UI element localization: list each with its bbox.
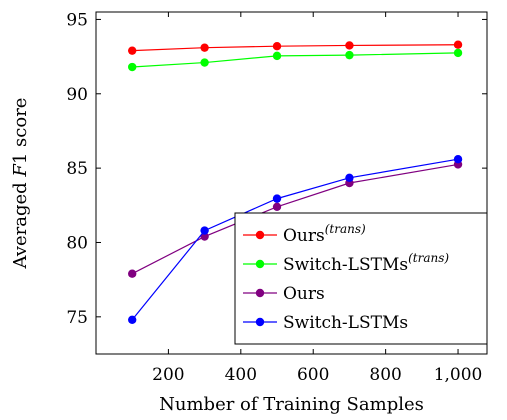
legend-swatch-marker [255,230,265,240]
x-tick-label: 400 [225,365,257,385]
legend-entry: Switch-LSTMs [243,313,408,333]
legend-label-superscript: (trans) [325,222,366,236]
x-axis-label: Number of Training Samples [159,394,424,415]
legend-swatch-marker [255,317,265,327]
series-3 [128,155,463,324]
legend-label: Ours [283,284,325,304]
legend-label: Switch-LSTMs(trans) [283,251,449,275]
y-axis-label: Averaged F1 score [10,98,31,270]
data-point [272,51,282,61]
data-point [272,202,282,211]
x-tick-label: 200 [152,365,184,385]
y-axis-label-prefix: Averaged [10,177,31,270]
data-point [128,46,137,55]
x-tick-label: 800 [369,365,401,385]
legend-label-name: Switch-LSTMs [283,255,408,275]
data-point [453,40,463,49]
legend-label: Switch-LSTMs [283,313,408,333]
data-point [453,48,463,58]
y-axis-label-var: F [10,163,31,178]
series-line [132,44,459,52]
legend: Ours(trans)Switch-LSTMs(trans)OursSwitch… [234,212,488,345]
data-point [200,226,209,235]
series-2 [128,160,463,278]
axes-frame [95,11,488,355]
legend-entry: Ours [243,284,325,304]
data-point [128,62,137,72]
y-tick-label: 90 [66,85,88,105]
data-point [200,58,209,67]
legend-label-name: Switch-LSTMs [283,313,408,333]
x-ticks: 200 400 600 800 1,000 [152,12,482,385]
data-point [272,194,282,203]
legend-swatch-marker [255,259,265,269]
legend-label-name: Ours [283,284,325,304]
legend-label-superscript: (trans) [408,251,449,265]
y-tick-label: 75 [66,308,88,328]
data-point [345,41,354,50]
series-0 [128,40,463,55]
plot-area [128,40,463,324]
y-tick-label: 95 [66,10,88,30]
series-1 [128,48,463,72]
x-tick-label: 1,000 [434,365,483,385]
data-point [200,43,209,52]
legend-label-name: Ours [283,226,325,246]
data-point [128,315,137,324]
data-point [128,269,137,278]
x-tick-label: 600 [297,365,329,385]
data-point [200,232,209,241]
series-line [132,52,459,68]
legend-entry: Switch-LSTMs(trans) [243,251,449,275]
data-point [345,50,354,60]
y-tick-label: 85 [66,159,88,179]
y-axis-label-suffix: 1 score [10,98,31,165]
legend-label: Ours(trans) [283,222,366,246]
data-point [272,42,282,51]
legend-swatch-marker [255,288,265,298]
data-point [453,155,463,164]
axes [95,11,488,355]
y-ticks: 75 80 85 90 95 [66,10,487,328]
y-tick-label: 80 [66,233,88,253]
data-point [345,173,354,182]
legend-entry: Ours(trans) [243,222,366,246]
